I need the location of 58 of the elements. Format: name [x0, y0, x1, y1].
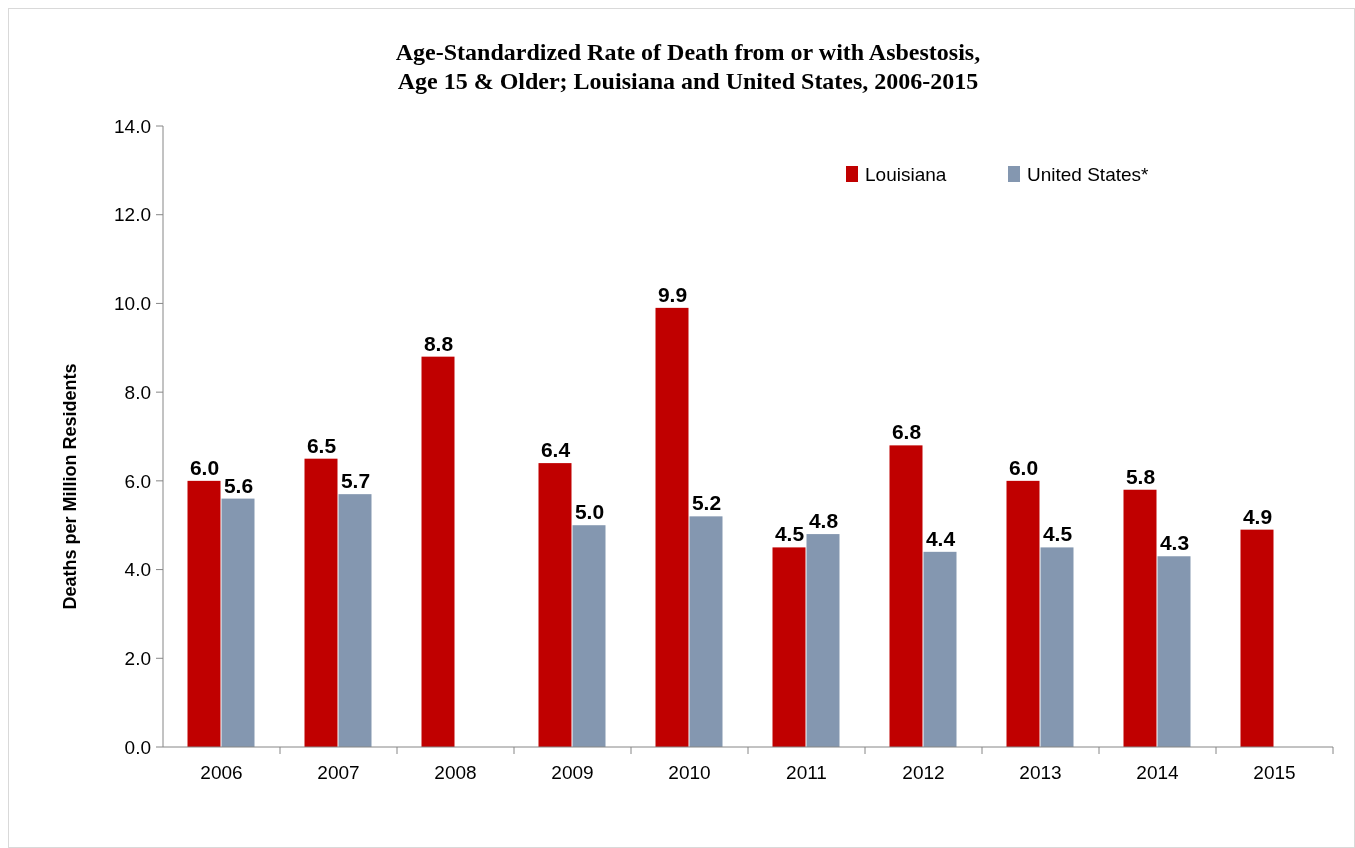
x-tick-label: 2014 — [1136, 762, 1180, 783]
bar — [1123, 489, 1157, 747]
data-label: 5.0 — [574, 500, 605, 524]
x-tick-label: 2009 — [551, 762, 594, 783]
bar — [806, 534, 840, 747]
data-label: 5.2 — [691, 491, 722, 515]
legend-label: Louisiana — [865, 163, 947, 185]
y-tick-label: 14.0 — [114, 115, 151, 137]
data-label: 4.5 — [1042, 522, 1073, 546]
x-tick-label: 2012 — [902, 762, 945, 783]
y-tick-label: 4.0 — [124, 559, 151, 581]
bar — [689, 516, 723, 747]
bar — [889, 445, 923, 747]
data-label: 5.7 — [340, 469, 371, 493]
y-tick-label: 8.0 — [124, 381, 151, 403]
bar — [421, 356, 455, 747]
data-label: 6.0 — [189, 455, 220, 479]
data-label: 6.5 — [306, 433, 337, 457]
data-label: 4.4 — [925, 526, 956, 550]
bar — [572, 525, 606, 747]
bar — [1157, 556, 1191, 747]
bar — [772, 547, 806, 747]
y-tick-label: 0.0 — [124, 736, 151, 758]
y-tick-label: 12.0 — [114, 204, 151, 226]
bar — [338, 494, 372, 747]
data-label: 4.8 — [808, 509, 839, 533]
x-tick-label: 2011 — [786, 762, 827, 783]
x-tick-label: 2008 — [434, 762, 477, 783]
data-label: 6.4 — [540, 438, 571, 462]
data-label: 4.5 — [774, 522, 805, 546]
data-label: 6.0 — [1008, 455, 1039, 479]
bar — [304, 458, 338, 747]
bar — [187, 480, 221, 747]
data-label: 9.9 — [657, 282, 688, 306]
bar — [221, 498, 255, 747]
y-axis-title: Deaths per Million Residents — [60, 363, 80, 610]
y-tick-label: 10.0 — [114, 293, 151, 315]
bar — [1006, 480, 1040, 747]
x-tick-label: 2007 — [317, 762, 360, 783]
bar — [538, 463, 572, 747]
chart-title: Age-Standardized Rate of Death from or with Asbestosis, Age 15 & Older; Louisiana and United States, 2006-2015 — [395, 39, 981, 94]
legend-label: United States* — [1027, 163, 1150, 185]
bar — [1040, 547, 1074, 747]
bar — [923, 551, 957, 747]
data-label: 5.8 — [1125, 464, 1156, 488]
y-tick-label: 2.0 — [124, 647, 151, 669]
data-label: 4.9 — [1242, 504, 1273, 528]
data-label: 5.6 — [223, 473, 254, 497]
data-label: 6.8 — [891, 420, 922, 444]
x-tick-label: 2015 — [1253, 762, 1296, 783]
x-tick-label: 2013 — [1019, 762, 1062, 783]
data-label: 8.8 — [423, 331, 454, 355]
x-tick-label: 2006 — [200, 762, 243, 783]
bar — [655, 307, 689, 747]
bar — [1240, 529, 1274, 747]
data-label: 4.3 — [1159, 531, 1190, 555]
x-tick-label: 2010 — [668, 762, 711, 783]
y-tick-label: 6.0 — [124, 470, 151, 492]
